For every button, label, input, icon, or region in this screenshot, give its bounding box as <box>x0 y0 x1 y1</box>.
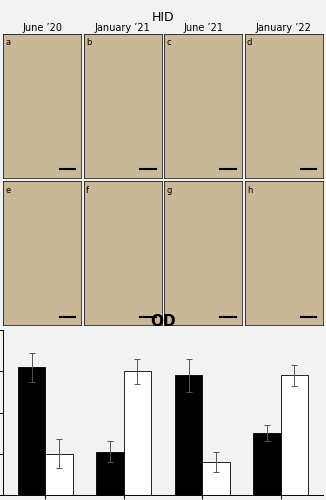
Bar <box>18 367 45 495</box>
Bar <box>45 454 73 495</box>
Title: January ’21: January ’21 <box>95 24 151 34</box>
Bar <box>96 452 124 495</box>
Bar <box>124 372 151 495</box>
Text: HID: HID <box>152 12 174 24</box>
Bar <box>281 376 308 495</box>
Text: a: a <box>6 38 11 48</box>
Text: b: b <box>86 38 91 48</box>
Title: June ’20: June ’20 <box>22 24 62 34</box>
Text: g: g <box>167 186 172 194</box>
Bar <box>253 433 281 495</box>
Bar <box>202 462 230 495</box>
Text: f: f <box>86 186 89 194</box>
Title: June ’21: June ’21 <box>183 24 223 34</box>
Text: c: c <box>167 38 171 48</box>
Text: d: d <box>247 38 252 48</box>
Title: January ’22: January ’22 <box>256 24 312 34</box>
Text: e: e <box>6 186 11 194</box>
Text: h: h <box>247 186 252 194</box>
Bar <box>175 376 202 495</box>
Title: OD: OD <box>150 314 176 329</box>
